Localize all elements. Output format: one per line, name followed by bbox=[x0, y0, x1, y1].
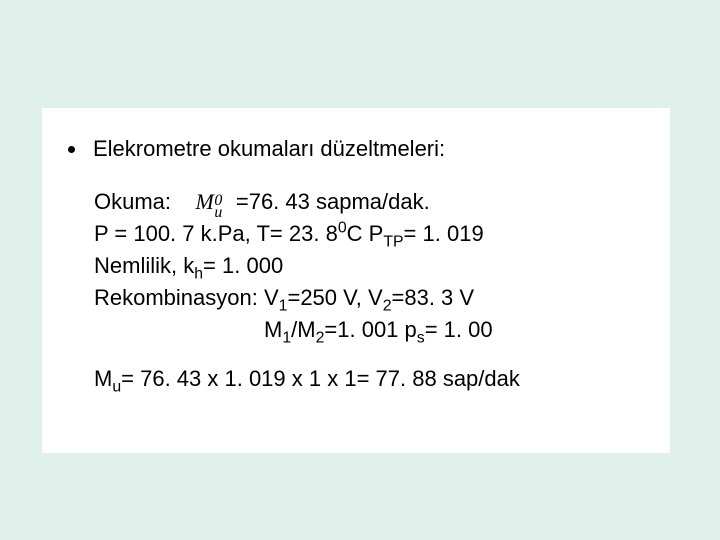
line-mu: Mu= 76. 43 x 1. 019 x 1 x 1= 77. 88 sap/… bbox=[94, 363, 652, 395]
title-text: Elekrometre okumaları düzeltmeleri: bbox=[93, 136, 445, 162]
p-part3: = 1. 019 bbox=[404, 221, 484, 246]
line-rekomb: Rekombinasyon: V1=250 V, V2=83. 3 V bbox=[94, 282, 652, 314]
p-sup: 0 bbox=[338, 220, 347, 237]
p-sub: TP bbox=[383, 233, 403, 250]
mu0-symbol: Mu0 bbox=[196, 189, 230, 214]
rek-s2: 2 bbox=[383, 297, 392, 314]
mu-part2: = 76. 43 x 1. 019 x 1 x 1= 77. 88 sap/da… bbox=[121, 366, 520, 391]
p-part2: C P bbox=[347, 221, 384, 246]
mm-part2: /M bbox=[291, 317, 315, 342]
okuma-label: Okuma: bbox=[94, 189, 171, 214]
line-okuma: Okuma: Mu0 =76. 43 sapma/dak. bbox=[94, 186, 652, 218]
mu-sub: u bbox=[112, 379, 121, 396]
body-block: Okuma: Mu0 =76. 43 sapma/dak. P = 100. 7… bbox=[94, 186, 652, 395]
bullet-icon bbox=[68, 146, 75, 153]
mm-part1: M bbox=[264, 317, 282, 342]
sym-M: M bbox=[196, 189, 215, 214]
line-nem: Nemlilik, kh= 1. 000 bbox=[94, 250, 652, 282]
nem-part1: Nemlilik, k bbox=[94, 253, 194, 278]
rek-part3: =83. 3 V bbox=[392, 285, 475, 310]
line-pressure: P = 100. 7 k.Pa, T= 23. 80C PTP= 1. 019 bbox=[94, 218, 652, 250]
nem-sub: h bbox=[194, 265, 203, 282]
line-mm: M1/M2=1. 001 ps= 1. 00 bbox=[264, 314, 652, 346]
mm-part3: =1. 001 p bbox=[324, 317, 416, 342]
rek-part2: =250 V, V bbox=[287, 285, 382, 310]
p-part1: P = 100. 7 k.Pa, T= 23. 8 bbox=[94, 221, 338, 246]
mm-s3: s bbox=[417, 329, 425, 346]
nem-part2: = 1. 000 bbox=[203, 253, 283, 278]
okuma-value: =76. 43 sapma/dak. bbox=[236, 189, 430, 214]
title-line: Elekrometre okumaları düzeltmeleri: bbox=[60, 136, 652, 162]
rek-part1: Rekombinasyon: V bbox=[94, 285, 279, 310]
content-box: Elekrometre okumaları düzeltmeleri: Okum… bbox=[42, 108, 670, 453]
mm-part4: = 1. 00 bbox=[425, 317, 493, 342]
mm-s1: 1 bbox=[282, 329, 291, 346]
mu-part1: M bbox=[94, 366, 112, 391]
